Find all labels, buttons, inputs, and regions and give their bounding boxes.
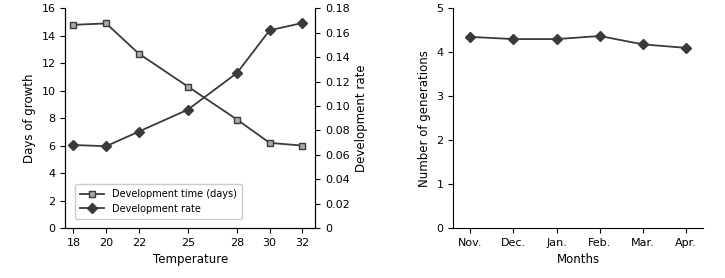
Y-axis label: Days of growth: Days of growth	[23, 73, 36, 163]
Development rate	[183, 108, 192, 111]
Development time (days)	[233, 118, 241, 121]
Development time (days)	[265, 141, 274, 145]
Development rate	[134, 130, 143, 133]
Development rate	[102, 145, 110, 148]
Development time (days)	[183, 85, 192, 88]
Y-axis label: Development rate: Development rate	[355, 64, 368, 172]
Y-axis label: Number of generations: Number of generations	[418, 50, 431, 187]
X-axis label: Temperature: Temperature	[153, 253, 228, 266]
Development rate	[265, 29, 274, 32]
Development time (days)	[69, 23, 78, 26]
Development rate	[233, 71, 241, 75]
Development time (days)	[134, 52, 143, 55]
Development time (days)	[298, 144, 307, 147]
Development rate	[298, 21, 307, 25]
Legend: Development time (days), Development rate: Development time (days), Development rat…	[75, 184, 242, 219]
Development rate	[69, 143, 78, 147]
X-axis label: Months: Months	[557, 253, 600, 266]
Line: Development time (days): Development time (days)	[70, 20, 306, 149]
Development time (days)	[102, 22, 110, 25]
Line: Development rate: Development rate	[70, 19, 306, 150]
